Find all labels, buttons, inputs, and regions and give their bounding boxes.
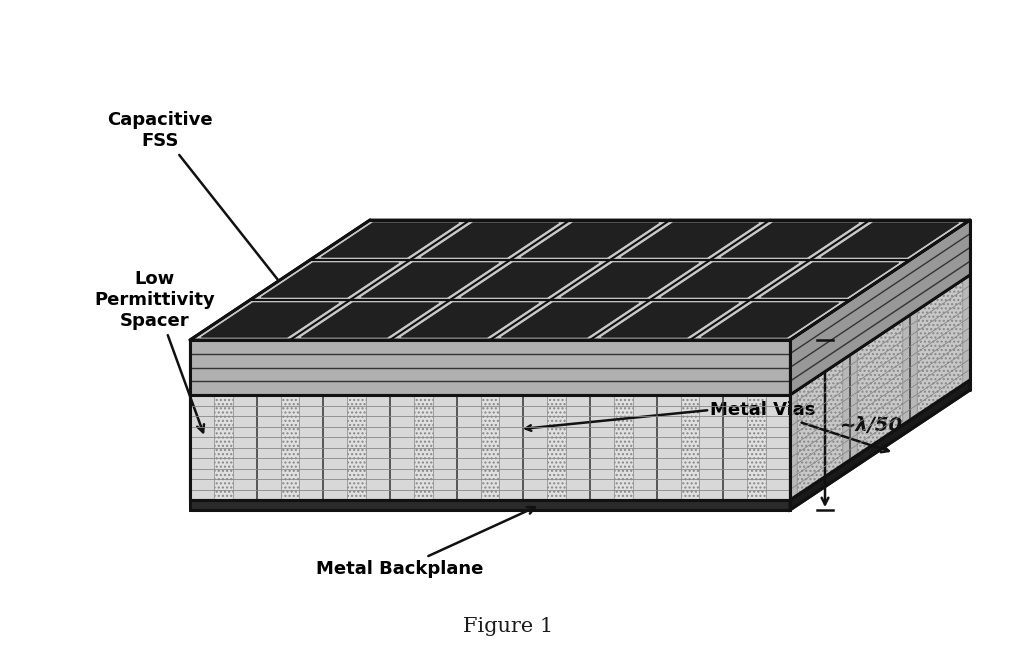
Polygon shape (414, 395, 432, 500)
Polygon shape (680, 395, 700, 500)
Polygon shape (790, 380, 970, 510)
Polygon shape (761, 263, 899, 297)
Polygon shape (321, 223, 459, 257)
Polygon shape (701, 303, 839, 337)
Polygon shape (917, 280, 963, 415)
Polygon shape (261, 263, 399, 297)
Polygon shape (721, 223, 858, 257)
Polygon shape (797, 360, 843, 495)
Polygon shape (614, 395, 633, 500)
Polygon shape (790, 275, 970, 500)
Text: Metal Backplane: Metal Backplane (316, 507, 535, 578)
Polygon shape (421, 223, 558, 257)
Polygon shape (501, 303, 639, 337)
Text: Metal Vias: Metal Vias (710, 401, 889, 452)
Polygon shape (401, 303, 539, 337)
Polygon shape (301, 303, 438, 337)
Polygon shape (190, 220, 970, 340)
Polygon shape (461, 263, 599, 297)
Text: Low
Permittivity
Spacer: Low Permittivity Spacer (95, 270, 216, 432)
Polygon shape (361, 263, 498, 297)
Polygon shape (747, 395, 766, 500)
Polygon shape (481, 395, 499, 500)
Polygon shape (857, 320, 903, 456)
Polygon shape (190, 500, 790, 510)
Polygon shape (661, 263, 798, 297)
Polygon shape (190, 395, 790, 500)
Polygon shape (561, 263, 699, 297)
Polygon shape (201, 303, 339, 337)
Polygon shape (601, 303, 738, 337)
Text: ~λ/50: ~λ/50 (840, 416, 903, 434)
Polygon shape (281, 395, 299, 500)
Text: Capacitive
FSS: Capacitive FSS (107, 111, 312, 324)
Polygon shape (214, 395, 233, 500)
Polygon shape (190, 275, 970, 395)
Polygon shape (621, 223, 759, 257)
Polygon shape (821, 223, 959, 257)
Polygon shape (521, 223, 659, 257)
Polygon shape (790, 220, 970, 395)
Polygon shape (348, 395, 366, 500)
Polygon shape (190, 380, 970, 500)
Polygon shape (547, 395, 566, 500)
Polygon shape (190, 340, 790, 395)
Text: Figure 1: Figure 1 (463, 618, 553, 636)
